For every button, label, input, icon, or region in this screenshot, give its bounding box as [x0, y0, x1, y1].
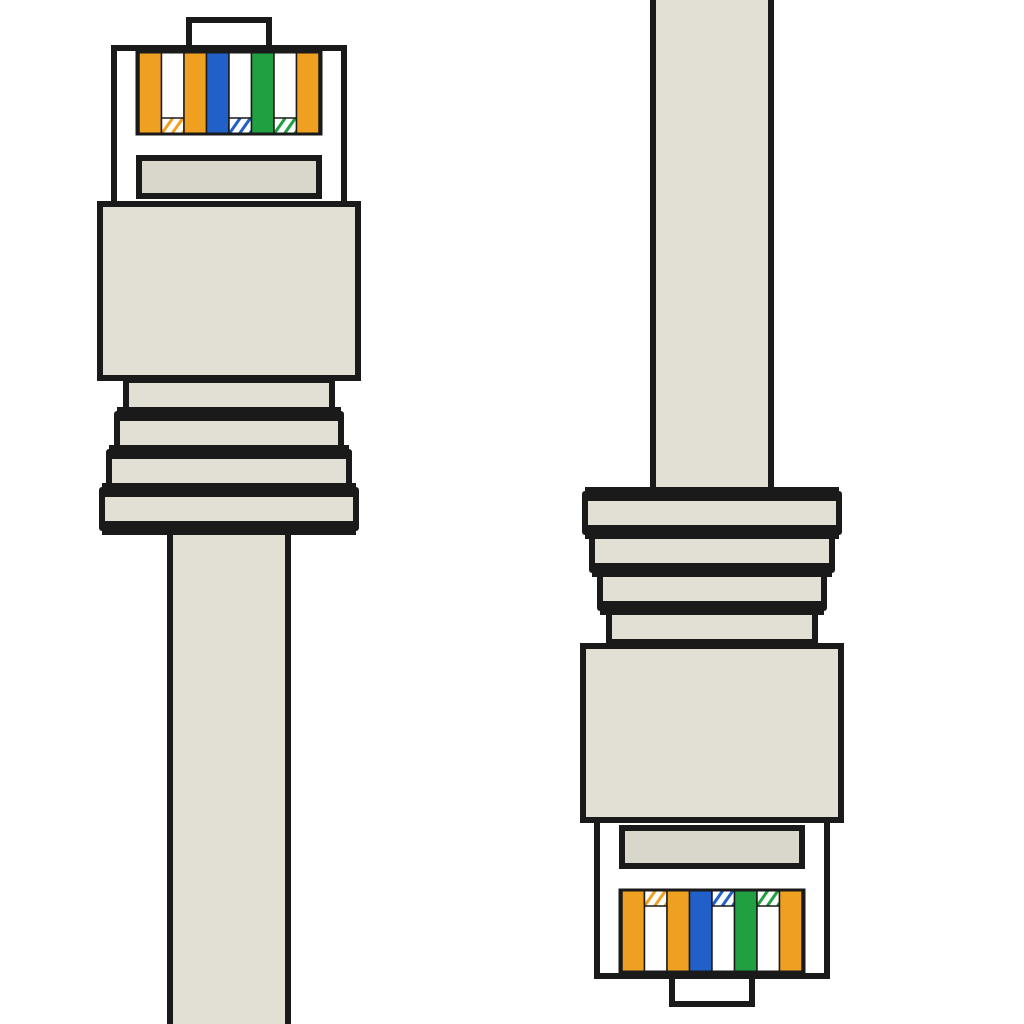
wire	[690, 890, 713, 972]
cable	[653, 0, 771, 494]
wire	[735, 890, 758, 972]
plug-clip	[672, 976, 752, 1004]
wire	[207, 52, 230, 134]
wires	[622, 890, 802, 972]
relief-ring	[600, 601, 824, 615]
relief-ring	[592, 563, 832, 577]
wire	[139, 52, 162, 134]
relief-ring	[117, 407, 341, 421]
contacts-block	[139, 158, 319, 196]
wire	[780, 890, 803, 972]
plug-clip	[189, 20, 269, 48]
relief-ring	[102, 483, 356, 497]
boot	[583, 646, 841, 820]
wire	[622, 890, 645, 972]
right-connector	[583, 0, 841, 1004]
relief-ring	[102, 521, 356, 535]
wire	[667, 890, 690, 972]
wire	[184, 52, 207, 134]
contacts-block	[622, 828, 802, 866]
wire	[252, 52, 275, 134]
ethernet-cable-diagram	[0, 0, 1024, 1024]
boot	[100, 204, 358, 378]
wire	[297, 52, 320, 134]
relief-ring	[585, 487, 839, 501]
cable	[170, 530, 288, 1024]
left-connector	[100, 20, 358, 1024]
wires	[139, 52, 319, 134]
relief-ring	[109, 445, 349, 459]
relief-ring	[585, 525, 839, 539]
